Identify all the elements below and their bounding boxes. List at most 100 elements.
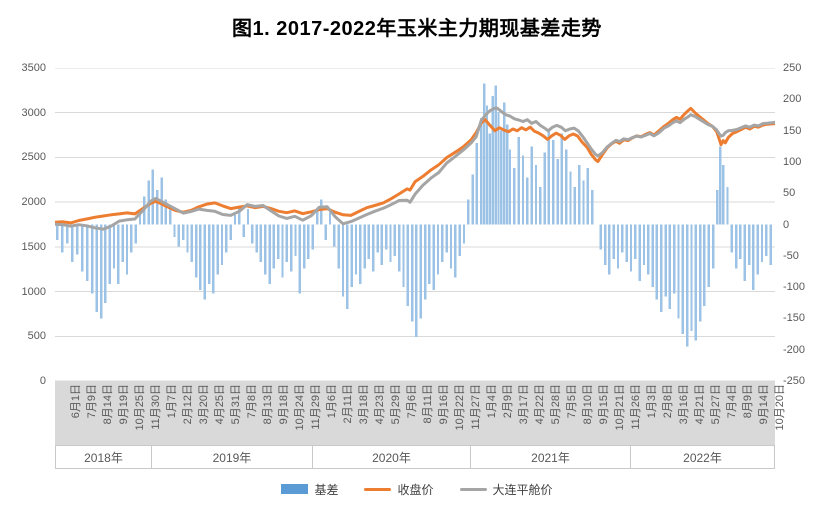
x-axis-date-label: 1月3日 — [645, 384, 658, 419]
basis-bar — [164, 199, 168, 225]
basis-bar — [125, 224, 129, 275]
basis-bar — [367, 224, 371, 259]
x-axis-date-label: 3月18日 — [357, 384, 370, 425]
basis-bar — [517, 136, 520, 225]
left-axis-tick: 500 — [27, 330, 46, 343]
basis-bar — [341, 224, 345, 297]
basis-bar — [722, 165, 725, 225]
basis-bar — [346, 224, 349, 309]
basis-bar — [711, 224, 715, 269]
x-axis-date-label: 4月22日 — [533, 384, 546, 425]
right-axis-tick: 200 — [783, 93, 802, 106]
basis-bar — [590, 190, 594, 225]
legend-label: 收盘价 — [397, 482, 434, 497]
plot-area — [55, 68, 775, 381]
basis-bar — [419, 224, 422, 319]
basis-bar — [694, 224, 697, 341]
legend: 基差 收盘价 大连平舱价 — [0, 477, 834, 501]
basis-bar — [281, 224, 284, 278]
x-axis-date-label: 7月4日 — [725, 384, 738, 419]
basis-bar — [488, 133, 492, 225]
left-axis-tick: 2500 — [21, 151, 46, 164]
basis-bar — [216, 224, 219, 275]
left-axis-tick: 2000 — [21, 196, 46, 209]
basis-bar — [117, 224, 120, 284]
basis-bar — [560, 133, 564, 225]
basis-bar — [578, 165, 581, 225]
x-axis-date-label: 8月9日 — [741, 384, 754, 419]
basis-bar — [730, 224, 733, 253]
x-axis-date-label: 10月22日 — [453, 384, 466, 431]
x-axis-date-label: 2月12日 — [181, 384, 194, 425]
x-axis-date-label: 5月28日 — [549, 384, 562, 425]
basis-bar — [212, 224, 215, 294]
basis-bar — [769, 224, 772, 266]
basis-bar — [415, 224, 418, 338]
basis-bar — [739, 224, 742, 259]
basis-bar — [458, 224, 461, 256]
basis-bar — [99, 224, 103, 319]
basis-bar — [513, 168, 516, 225]
left-axis-tick: 3500 — [21, 62, 46, 74]
right-axis-tick: -200 — [783, 343, 806, 356]
x-axis-date-label: 3月20日 — [197, 384, 210, 425]
basis-bar — [229, 224, 232, 241]
x-axis-date-label: 11月30日 — [149, 384, 162, 430]
basis-bar — [612, 224, 615, 259]
basis-bar — [264, 224, 267, 275]
basis-bar — [337, 224, 340, 269]
basis-bar — [302, 224, 306, 269]
basis-bar — [151, 169, 155, 225]
basis-bar — [199, 224, 202, 291]
basis-bar — [277, 224, 280, 259]
x-axis-date-label: 8月10日 — [581, 384, 594, 425]
basis-bar — [207, 224, 211, 284]
right-axis-tick: 50 — [783, 187, 796, 200]
basis-bar — [315, 208, 319, 225]
basis-bar — [698, 224, 702, 322]
x-axis-date-label: 5月31日 — [229, 384, 242, 425]
basis-bar — [86, 224, 89, 281]
basis-bar — [186, 224, 189, 253]
x-axis-date-label: 2月9日 — [501, 384, 514, 419]
basis-bar — [462, 224, 466, 244]
basis-bar — [565, 149, 568, 225]
basis-bar — [138, 212, 142, 225]
basis-bar — [255, 224, 258, 253]
chart-title: 图1. 2017-2022年玉米主力期现基差走势 — [232, 18, 602, 40]
basis-bar — [238, 205, 241, 225]
basis-bar — [372, 224, 375, 272]
basis-bar — [66, 224, 69, 244]
right-axis-tick: 250 — [783, 62, 802, 74]
basis-bar — [81, 224, 84, 272]
basis-bar — [621, 224, 624, 253]
basis-bar — [376, 224, 379, 253]
x-axis-date-label: 7月5日 — [565, 384, 578, 419]
basis-bar — [398, 224, 401, 272]
x-axis-date-label: 8月11日 — [421, 384, 434, 424]
basis-bar — [169, 208, 172, 225]
x-axis-date-label: 10月20日 — [773, 384, 786, 431]
x-axis-date-label: 10月24日 — [293, 384, 306, 431]
basis-bar — [428, 224, 431, 284]
right-axis-tick: -150 — [783, 312, 806, 325]
basis-bar — [497, 111, 500, 225]
basis-bar — [743, 224, 746, 281]
basis-bar — [586, 168, 589, 225]
x-axis-date-label: 1月6日 — [325, 384, 338, 419]
basis-bar — [71, 224, 74, 263]
basis-bar — [539, 186, 542, 225]
basis-bar — [686, 224, 689, 347]
basis-bar — [225, 224, 228, 253]
basis-bar — [307, 224, 310, 259]
basis-bar — [324, 224, 327, 241]
basis-bar — [482, 83, 486, 225]
basis-bar — [673, 224, 676, 294]
year-group-2019年: 2019年 — [152, 446, 313, 468]
x-axis-date-label: 7月9日 — [85, 384, 98, 419]
basis-bar — [333, 224, 336, 247]
basis-bar — [285, 224, 288, 263]
basis-bar — [569, 171, 572, 225]
x-axis-year-row: 2018年 2019年 2020年 2021年 2022年 — [55, 445, 775, 469]
left-axis-tick: 1500 — [21, 240, 46, 253]
